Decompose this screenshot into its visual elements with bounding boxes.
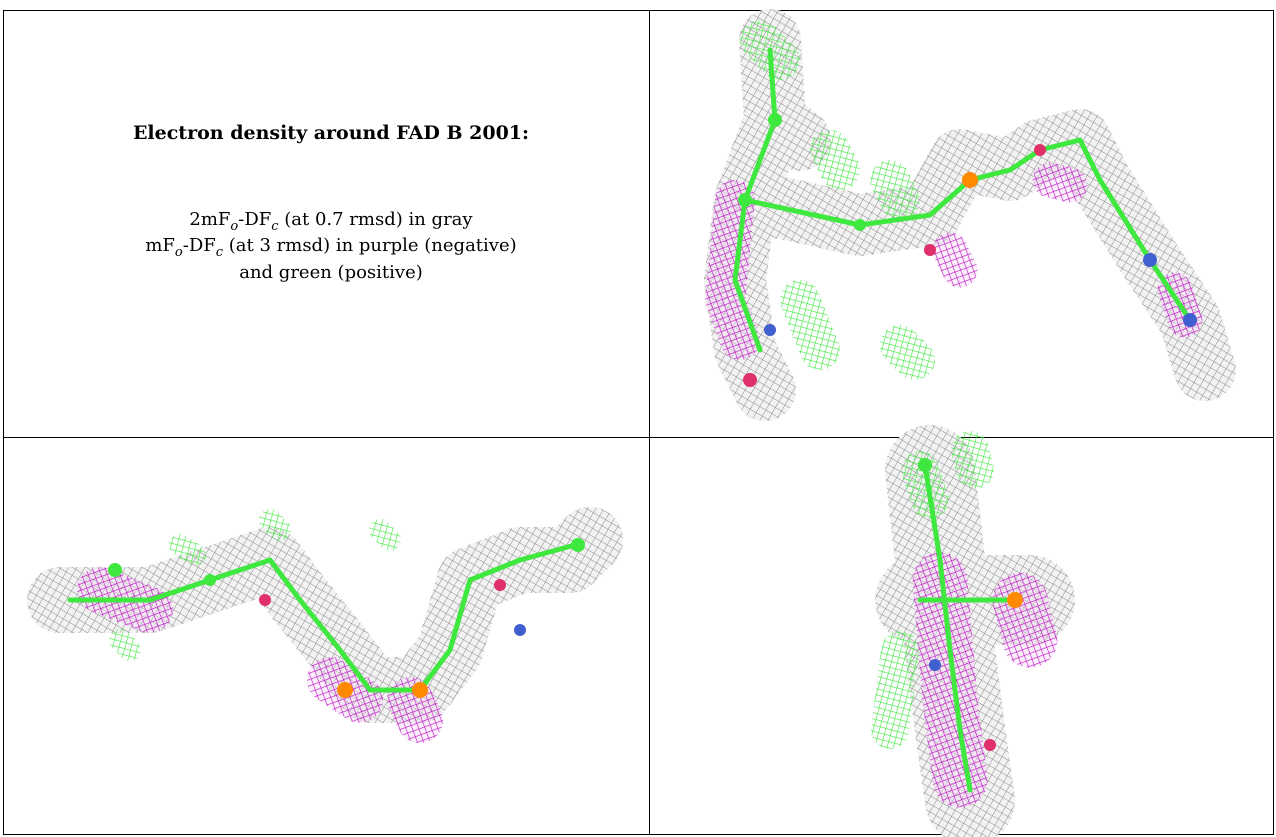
density-image [725,40,1205,390]
density-image [890,450,1030,800]
subscript: o [175,245,183,260]
density-image [60,520,590,720]
title: Electron density around FAD B 2001: [133,122,529,144]
text-run: 2mF [189,209,230,230]
caption-cell: Electron density around FAD B 2001: 2mFo… [133,122,529,283]
subscript: o [230,219,238,234]
caption-line: mFo-DFc (at 3 rmsd) in purple (negative) [145,235,516,260]
figure-table: Electron density around FAD B 2001: 2mFo… [0,0,1276,837]
text-run: mF [145,235,175,256]
page: Electron density around FAD B 2001: 2mFo… [0,0,1276,837]
text-run: -DF [238,209,271,230]
text-run: (at 3 rmsd) in purple (negative) [223,235,517,256]
caption-line: 2mFo-DFc (at 0.7 rmsd) in gray [189,209,473,234]
caption-line: and green (positive) [239,262,423,283]
text-run: (at 0.7 rmsd) in gray [279,209,474,230]
text-run: -DF [183,235,216,256]
